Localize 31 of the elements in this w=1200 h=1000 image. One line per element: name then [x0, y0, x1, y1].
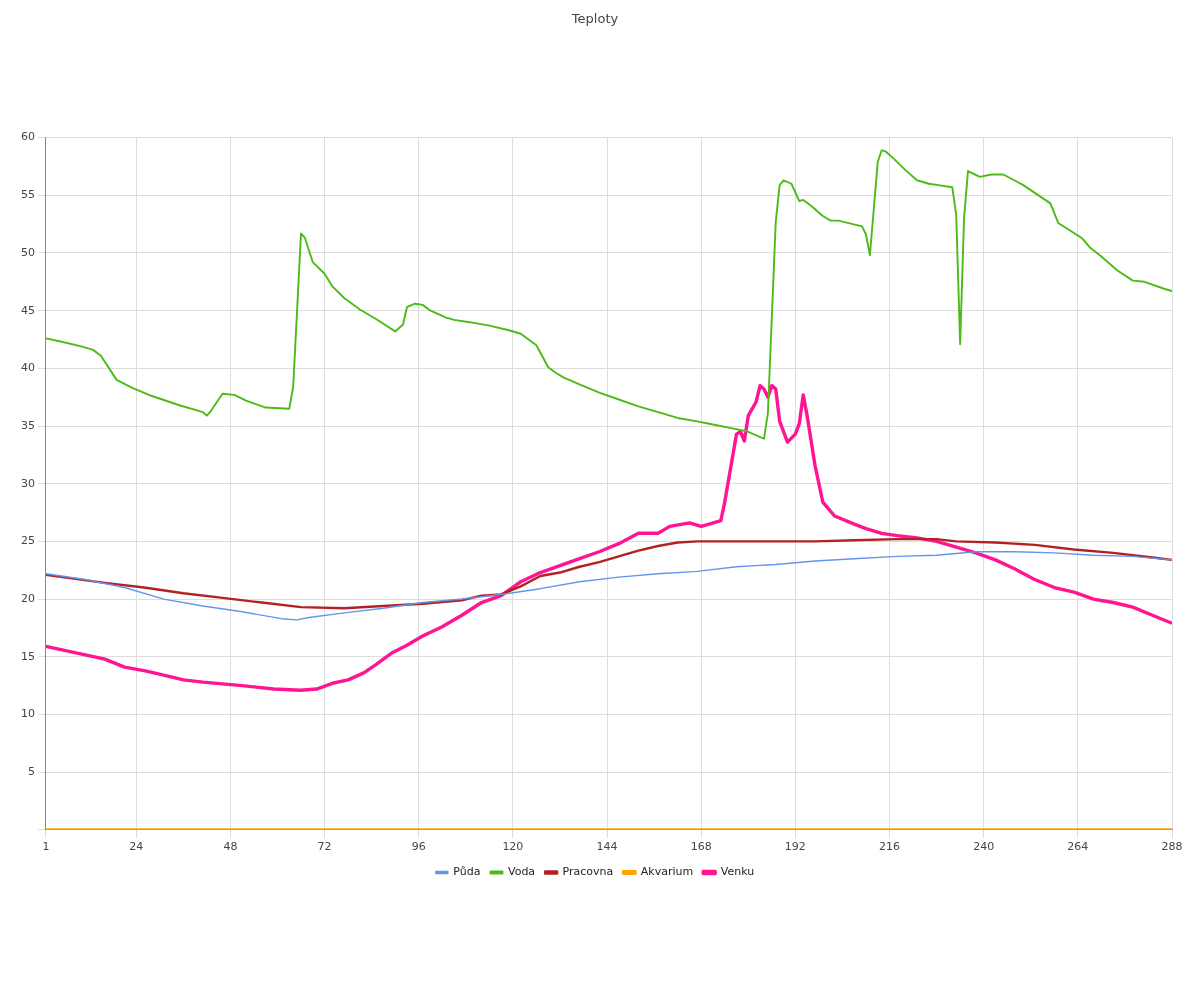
x-tick-label: 168 — [690, 840, 712, 854]
x-tick-label: 48 — [223, 840, 238, 854]
x-tick-label: 144 — [596, 840, 618, 854]
y-tick-label: 35 — [21, 418, 35, 432]
x-tick-label: 288 — [1161, 840, 1183, 854]
legend-label: Půda — [453, 865, 481, 879]
x-tick-label: 1 — [42, 840, 50, 854]
legend-label: Pracovna — [562, 865, 614, 879]
y-tick-label: 60 — [21, 130, 35, 144]
y-tick-label: 5 — [28, 764, 35, 778]
y-tick-label: 15 — [21, 649, 35, 663]
y-tick-label: 30 — [21, 476, 35, 490]
legend-label: Akvarium — [640, 865, 694, 879]
legend-label: Venku — [720, 865, 755, 879]
y-tick-label: 20 — [21, 591, 35, 605]
x-tick-label: 24 — [129, 840, 144, 854]
y-tick-label: 50 — [21, 245, 35, 259]
x-tick-label: 240 — [973, 840, 995, 854]
x-tick-label: 216 — [879, 840, 901, 854]
x-tick-label: 192 — [784, 840, 806, 854]
legend-label: Voda — [507, 865, 536, 879]
chart-title: Teploty — [570, 11, 619, 27]
x-tick-label: 96 — [411, 840, 426, 854]
x-tick-label: 72 — [317, 840, 332, 854]
y-tick-label: 10 — [21, 707, 35, 721]
y-tick-label: 45 — [21, 303, 35, 317]
y-tick-label: 40 — [21, 361, 35, 375]
y-tick-label: 25 — [21, 534, 35, 548]
y-tick-label: 55 — [21, 188, 35, 202]
x-tick-label: 120 — [502, 840, 524, 854]
x-tick-label: 264 — [1067, 840, 1089, 854]
